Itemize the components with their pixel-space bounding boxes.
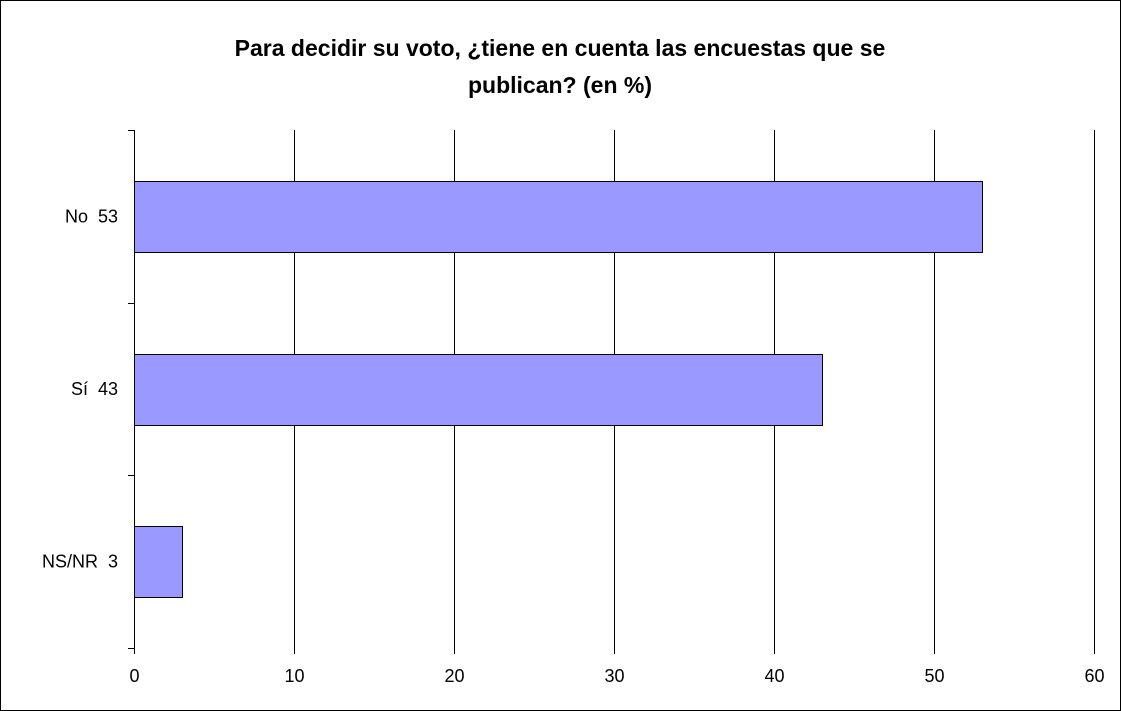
bar: [134, 181, 983, 253]
bar-series: [134, 181, 983, 598]
chart-title: Para decidir su voto, ¿tiene en cuenta l…: [60, 30, 1060, 104]
chart-title-line-1: Para decidir su voto, ¿tiene en cuenta l…: [234, 35, 886, 61]
x-tick-label: 0: [129, 666, 139, 686]
bar: [134, 526, 183, 598]
y-category-label: NS/NR 3: [42, 552, 118, 572]
bar: [134, 354, 823, 426]
x-tick-label: 30: [604, 666, 624, 686]
axis-labels: 0 10 20 30 40 50 60 No 53 Sí 43 NS/NR 3: [42, 206, 1105, 686]
x-tick-label: 20: [444, 666, 464, 686]
x-tick-label: 60: [1084, 666, 1104, 686]
x-tick-label: 10: [284, 666, 304, 686]
x-tick-label: 50: [924, 666, 944, 686]
y-category-label: No 53: [65, 206, 118, 226]
x-tick-label: 40: [764, 666, 784, 686]
y-category-label: Sí 43: [71, 379, 118, 399]
chart-title-line-2: publican? (en %): [468, 72, 652, 98]
axes: [128, 130, 1095, 654]
